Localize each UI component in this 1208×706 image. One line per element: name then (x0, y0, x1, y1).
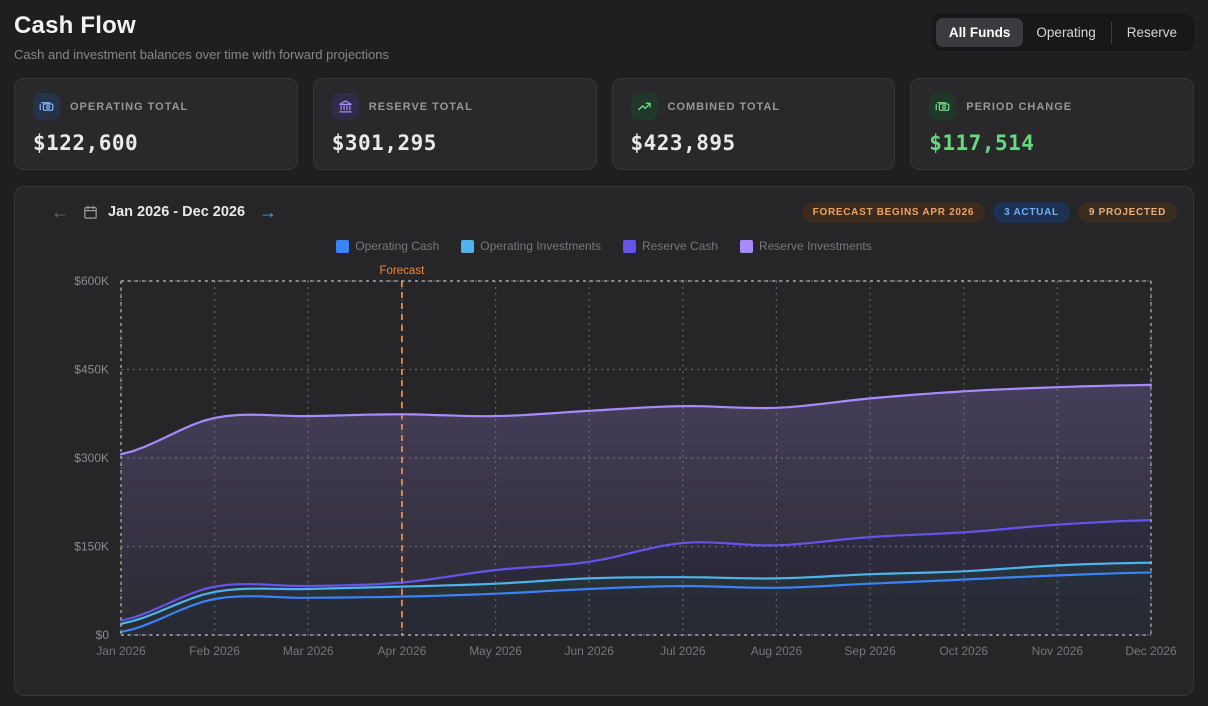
banknotes-icon (929, 93, 957, 120)
projected-count-badge: 9 PROJECTED (1077, 201, 1177, 223)
legend-label: Operating Cash (355, 239, 440, 253)
next-period-button[interactable]: → (255, 201, 281, 223)
x-axis-tick-label: Aug 2026 (751, 644, 803, 658)
stat-value: $122,600 (33, 131, 139, 155)
stat-value: $423,895 (630, 131, 736, 155)
calendar-icon (83, 205, 98, 220)
legend-label: Reserve Investments (759, 239, 872, 253)
legend-swatch (461, 239, 475, 253)
stat-card-operating-total: OPERATING TOTAL $122,600 (14, 78, 298, 170)
legend-item-reserve-investments[interactable]: Reserve Investments (740, 237, 872, 255)
x-axis-tick-label: Mar 2026 (283, 644, 334, 658)
x-axis-tick-label: Oct 2026 (939, 644, 988, 658)
y-axis-tick-label: $600K (74, 274, 109, 288)
actual-count-badge: 3 ACTUAL (993, 201, 1070, 223)
stat-label: OPERATING TOTAL (70, 100, 189, 113)
x-axis-tick-label: Apr 2026 (378, 644, 427, 658)
legend-swatch (623, 239, 637, 253)
legend-swatch (740, 239, 754, 253)
stacked-area-chart[interactable]: Forecast $0 $150K $300K $450K $600K Jan 2026 Fe… (31, 257, 1177, 685)
y-axis-tick-label: $450K (74, 363, 109, 377)
legend-swatch (336, 239, 350, 253)
stat-label: COMBINED TOTAL (667, 100, 781, 113)
chart-panel-header: ← Jan 2026 - Dec 2026 → FORECAST BEGINS … (31, 201, 1177, 223)
tab-all-funds[interactable]: All Funds (935, 18, 1024, 47)
x-axis-tick-label: Jul 2026 (660, 644, 706, 658)
stat-label: PERIOD CHANGE (966, 100, 1073, 113)
chart-status-badges: FORECAST BEGINS APR 2026 3 ACTUAL 9 PROJ… (801, 201, 1177, 223)
legend-item-operating-investments[interactable]: Operating Investments (461, 237, 601, 255)
stat-card-period-change: PERIOD CHANGE $117,514 (910, 78, 1194, 170)
stat-value: $301,295 (331, 131, 437, 155)
x-axis-tick-label: Feb 2026 (189, 644, 240, 658)
tab-divider (1110, 21, 1112, 44)
page-title: Cash Flow (14, 12, 136, 39)
fund-filter-tabs: All Funds Operating Reserve (931, 14, 1194, 51)
stat-card-reserve-total: RESERVE TOTAL $301,295 (312, 78, 597, 170)
cash-flow-chart-panel: ← Jan 2026 - Dec 2026 → FORECAST BEGINS … (14, 186, 1194, 696)
date-range-nav: ← Jan 2026 - Dec 2026 → (31, 201, 281, 223)
x-axis-tick-label: Sep 2026 (844, 644, 896, 658)
page-subtitle: Cash and investment balances over time w… (14, 47, 390, 62)
stat-label: RESERVE TOTAL (368, 100, 473, 113)
x-axis-tick-label: Dec 2026 (1125, 644, 1177, 658)
forecast-begins-badge: FORECAST BEGINS APR 2026 (801, 201, 986, 223)
stats-row: OPERATING TOTAL $122,600 RESERVE TOTAL $… (14, 78, 1194, 170)
trending-up-icon (630, 93, 658, 120)
x-axis-tick-label: Jan 2026 (96, 644, 146, 658)
previous-period-button[interactable]: ← (47, 201, 73, 223)
legend-label: Operating Investments (480, 239, 602, 253)
y-axis-tick-label: $0 (96, 628, 110, 642)
legend-item-operating-cash[interactable]: Operating Cash (336, 237, 439, 255)
bank-icon (331, 93, 359, 120)
stat-card-combined-total: COMBINED TOTAL $423,895 (611, 78, 896, 170)
tab-operating[interactable]: Operating (1023, 18, 1108, 47)
forecast-line-label: Forecast (380, 265, 426, 277)
x-axis-tick-label: Jun 2026 (564, 644, 614, 658)
chart-legend: Operating Cash Operating Investments Reser… (31, 237, 1177, 255)
y-axis-tick-label: $300K (74, 451, 109, 465)
banknotes-icon (33, 93, 60, 120)
stat-value: $117,514 (929, 131, 1035, 155)
legend-label: Reserve Cash (642, 239, 719, 253)
y-axis-tick-label: $150K (74, 540, 109, 554)
tab-reserve[interactable]: Reserve (1114, 18, 1190, 47)
date-range-label: Jan 2026 - Dec 2026 (108, 204, 246, 220)
x-axis-tick-label: May 2026 (469, 644, 522, 658)
page-header: Cash Flow Cash and investment balances o… (0, 0, 1208, 72)
x-axis-tick-label: Nov 2026 (1032, 644, 1084, 658)
legend-item-reserve-cash[interactable]: Reserve Cash (623, 237, 718, 255)
